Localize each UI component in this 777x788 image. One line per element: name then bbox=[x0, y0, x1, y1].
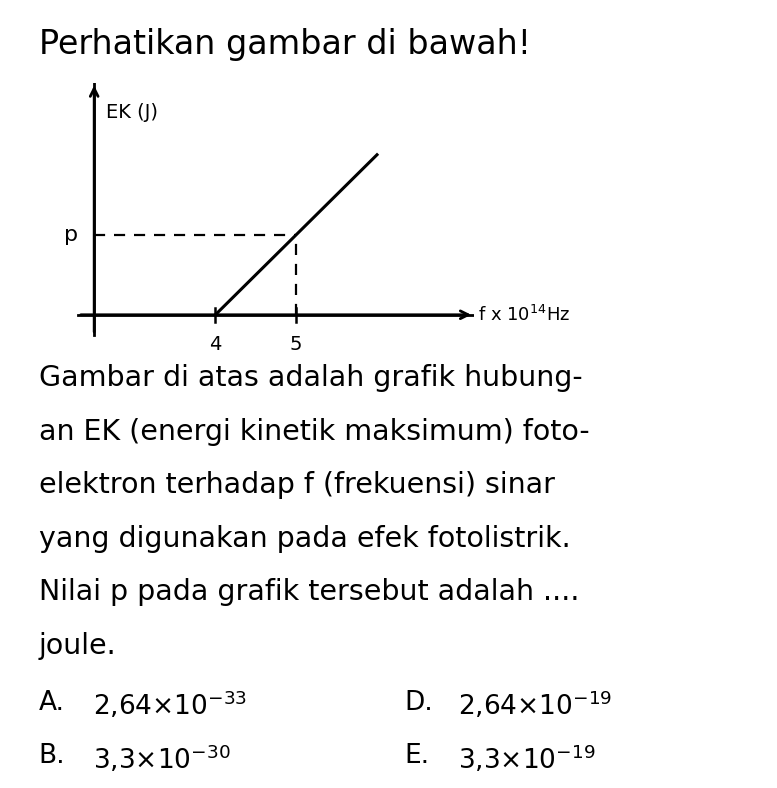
Text: elektron terhadap f (frekuensi) sinar: elektron terhadap f (frekuensi) sinar bbox=[39, 471, 555, 500]
Text: Perhatikan gambar di bawah!: Perhatikan gambar di bawah! bbox=[39, 28, 531, 61]
Text: B.: B. bbox=[39, 743, 65, 769]
Text: 3,3×10$^{-30}$: 3,3×10$^{-30}$ bbox=[93, 743, 231, 775]
Text: Nilai p pada grafik tersebut adalah ....: Nilai p pada grafik tersebut adalah .... bbox=[39, 578, 580, 607]
Text: 5: 5 bbox=[290, 335, 302, 354]
Text: 3,3×10$^{-19}$: 3,3×10$^{-19}$ bbox=[458, 743, 596, 775]
Text: A.: A. bbox=[39, 690, 64, 716]
Text: 2,64×10$^{-19}$: 2,64×10$^{-19}$ bbox=[458, 690, 613, 721]
Text: f x 10$^{14}$Hz: f x 10$^{14}$Hz bbox=[478, 305, 570, 325]
Text: yang digunakan pada efek fotolistrik.: yang digunakan pada efek fotolistrik. bbox=[39, 525, 570, 553]
Text: EK (J): EK (J) bbox=[106, 102, 159, 121]
Text: Gambar di atas adalah grafik hubung-: Gambar di atas adalah grafik hubung- bbox=[39, 364, 583, 392]
Text: an EK (energi kinetik maksimum) foto-: an EK (energi kinetik maksimum) foto- bbox=[39, 418, 590, 446]
Text: joule.: joule. bbox=[39, 632, 117, 660]
Text: 4: 4 bbox=[209, 335, 221, 354]
Text: 2,64×10$^{-33}$: 2,64×10$^{-33}$ bbox=[93, 690, 247, 721]
Text: D.: D. bbox=[404, 690, 433, 716]
Text: E.: E. bbox=[404, 743, 429, 769]
Text: p: p bbox=[64, 225, 78, 245]
